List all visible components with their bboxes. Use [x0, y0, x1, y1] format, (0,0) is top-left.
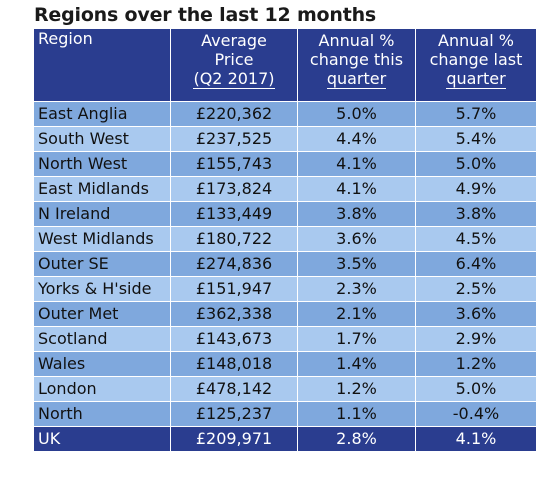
this-quarter-cell: 4.1% [297, 176, 416, 202]
price-cell: £151,947 [170, 276, 298, 302]
table-title: Regions over the last 12 months [34, 4, 377, 26]
last-quarter-cell: 6.4% [415, 251, 537, 277]
table-row: Outer Met £362,338 2.1% 3.6% [33, 301, 537, 327]
table-row: South West £237,525 4.4% 5.4% [33, 126, 537, 152]
this-quarter-cell: 3.5% [297, 251, 416, 277]
col-header-last-quarter: Annual % change last quarter [415, 28, 537, 102]
region-cell: North [33, 401, 171, 427]
table-row: East Midlands £173,824 4.1% 4.9% [33, 176, 537, 202]
region-cell: Outer SE [33, 251, 171, 277]
last-quarter-cell: 3.8% [415, 201, 537, 227]
region-cell: East Anglia [33, 101, 171, 127]
table-row: North £125,237 1.1% -0.4% [33, 401, 537, 427]
regions-table: Region Average Price (Q2 2017) Annual % … [33, 28, 537, 452]
price-cell: £148,018 [170, 351, 298, 377]
table-row: Wales £148,018 1.4% 1.2% [33, 351, 537, 377]
this-quarter-cell: 1.4% [297, 351, 416, 377]
region-cell: London [33, 376, 171, 402]
header-line: Region [38, 29, 93, 48]
header-line: (Q2 2017) [171, 69, 297, 89]
region-cell: South West [33, 126, 171, 152]
this-quarter-cell: 4.1% [297, 151, 416, 177]
col-header-price: Average Price (Q2 2017) [170, 28, 298, 102]
col-header-this-quarter: Annual % change this quarter [297, 28, 416, 102]
last-quarter-cell: 2.5% [415, 276, 537, 302]
table-row: North West £155,743 4.1% 5.0% [33, 151, 537, 177]
this-quarter-cell: 2.1% [297, 301, 416, 327]
table-row: Yorks & H'side £151,947 2.3% 2.5% [33, 276, 537, 302]
header-line: change last [429, 50, 523, 69]
region-cell: Wales [33, 351, 171, 377]
last-quarter-cell: 3.6% [415, 301, 537, 327]
this-quarter-cell: 1.1% [297, 401, 416, 427]
header-line: quarter [298, 69, 415, 89]
header-line-underlined: quarter [446, 69, 506, 89]
total-region-cell: UK [33, 426, 171, 452]
price-cell: £274,836 [170, 251, 298, 277]
region-cell: Scotland [33, 326, 171, 352]
region-cell: West Midlands [33, 226, 171, 252]
price-cell: £125,237 [170, 401, 298, 427]
this-quarter-cell: 1.7% [297, 326, 416, 352]
this-quarter-cell: 3.6% [297, 226, 416, 252]
table-row: London £478,142 1.2% 5.0% [33, 376, 537, 402]
price-cell: £237,525 [170, 126, 298, 152]
total-row: UK £209,971 2.8% 4.1% [33, 426, 537, 452]
last-quarter-cell: 4.5% [415, 226, 537, 252]
header-line-underlined: quarter [326, 69, 387, 89]
price-cell: £173,824 [170, 176, 298, 202]
price-cell: £133,449 [170, 201, 298, 227]
total-price-cell: £209,971 [170, 426, 298, 452]
header-line: Annual % [438, 31, 514, 50]
last-quarter-cell: 4.9% [415, 176, 537, 202]
region-cell: N Ireland [33, 201, 171, 227]
header-line: Price [214, 50, 254, 69]
last-quarter-cell: -0.4% [415, 401, 537, 427]
last-quarter-cell: 5.0% [415, 151, 537, 177]
last-quarter-cell: 1.2% [415, 351, 537, 377]
this-quarter-cell: 1.2% [297, 376, 416, 402]
region-cell: East Midlands [33, 176, 171, 202]
price-cell: £180,722 [170, 226, 298, 252]
price-cell: £143,673 [170, 326, 298, 352]
this-quarter-cell: 5.0% [297, 101, 416, 127]
table-row: West Midlands £180,722 3.6% 4.5% [33, 226, 537, 252]
header-row: Region Average Price (Q2 2017) Annual % … [33, 28, 537, 102]
header-line: Average [201, 31, 267, 50]
header-line: quarter [416, 69, 536, 89]
table-body: East Anglia £220,362 5.0% 5.7% South West £23… [33, 101, 537, 452]
table-row: N Ireland £133,449 3.8% 3.8% [33, 201, 537, 227]
table-row: Scotland £143,673 1.7% 2.9% [33, 326, 537, 352]
last-quarter-cell: 5.7% [415, 101, 537, 127]
region-cell: North West [33, 151, 171, 177]
table-row: Outer SE £274,836 3.5% 6.4% [33, 251, 537, 277]
table-row: East Anglia £220,362 5.0% 5.7% [33, 101, 537, 127]
last-quarter-cell: 5.4% [415, 126, 537, 152]
last-quarter-cell: 5.0% [415, 376, 537, 402]
header-line: change this [309, 50, 404, 69]
total-last-quarter-cell: 4.1% [415, 426, 537, 452]
price-cell: £478,142 [170, 376, 298, 402]
col-header-region: Region [33, 28, 171, 102]
header-line: Annual % [318, 31, 395, 50]
region-cell: Yorks & H'side [33, 276, 171, 302]
this-quarter-cell: 4.4% [297, 126, 416, 152]
last-quarter-cell: 2.9% [415, 326, 537, 352]
this-quarter-cell: 2.3% [297, 276, 416, 302]
total-this-quarter-cell: 2.8% [297, 426, 416, 452]
header-line-underlined: (Q2 2017) [193, 69, 275, 89]
region-cell: Outer Met [33, 301, 171, 327]
price-cell: £155,743 [170, 151, 298, 177]
price-cell: £220,362 [170, 101, 298, 127]
price-cell: £362,338 [170, 301, 298, 327]
this-quarter-cell: 3.8% [297, 201, 416, 227]
